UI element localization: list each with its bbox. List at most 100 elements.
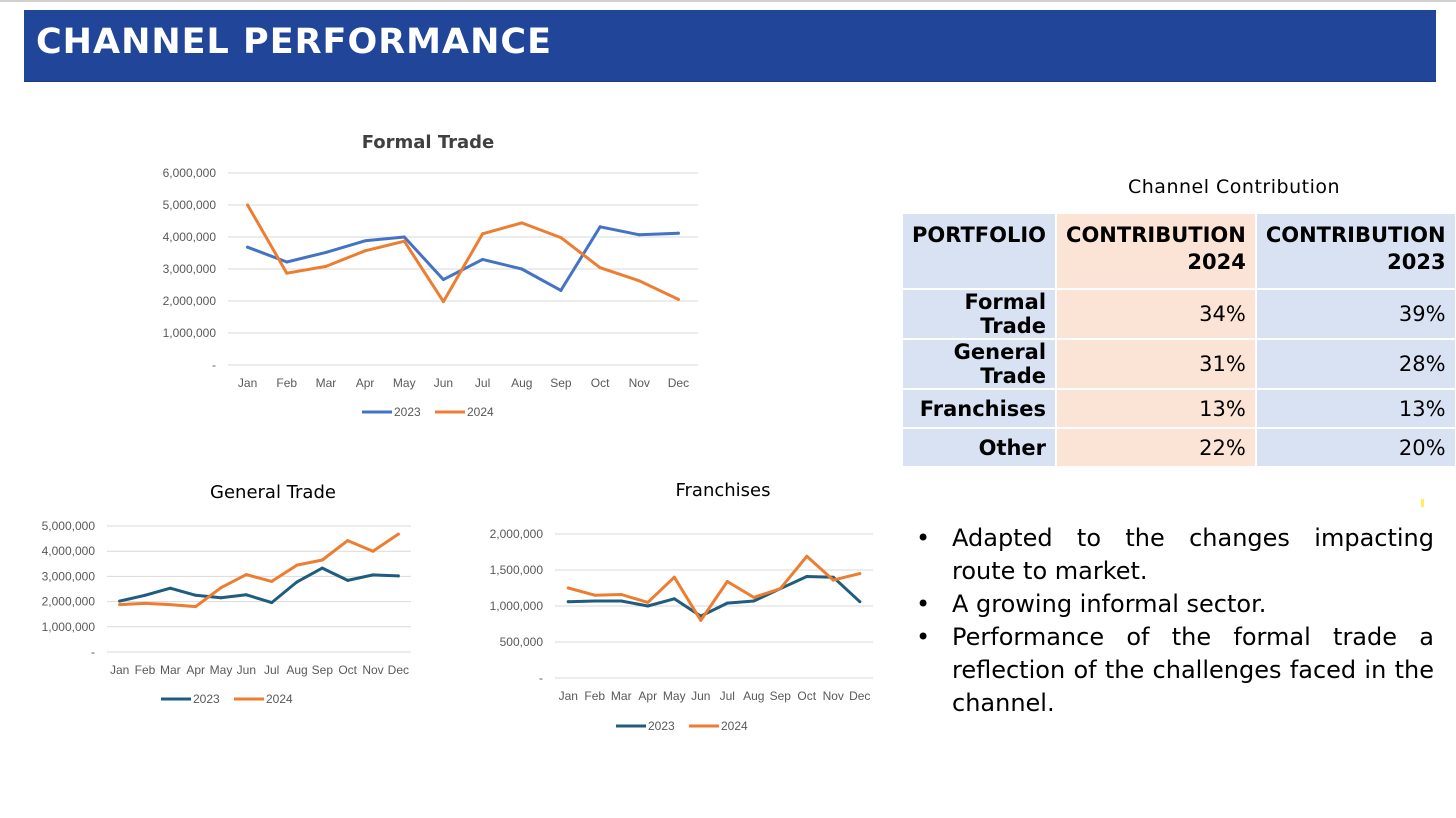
x-tick-label: Sep [550, 376, 572, 390]
table-header-row: PORTFOLIO CONTRIBUTION 2024 CONTRIBUTION… [903, 214, 1455, 288]
data-point-2024 [324, 264, 328, 268]
y-tick-label: 2,000,000 [490, 527, 544, 541]
table-row: Franchises 13% 13% [903, 390, 1455, 427]
y-tick-label: 2,000,000 [42, 595, 96, 609]
header-2023-line2: 2023 [1387, 250, 1446, 274]
title-banner: CHANNEL PERFORMANCE [24, 10, 1436, 82]
x-tick-label: Mar [611, 689, 632, 703]
data-point-2023 [520, 267, 524, 271]
row-value-2024: 31% [1057, 340, 1255, 388]
x-tick-label: Feb [584, 689, 605, 703]
series-line-2024 [566, 554, 862, 622]
data-point-2023 [598, 225, 602, 229]
data-point-2023 [324, 250, 328, 254]
x-tick-label: Jul [475, 376, 490, 390]
y-tick-label: - [212, 358, 216, 372]
data-point-2023 [725, 601, 729, 605]
x-tick-label: Aug [511, 376, 532, 390]
data-point-2023 [295, 580, 299, 584]
series-line-2023 [246, 225, 680, 292]
contribution-table: PORTFOLIO CONTRIBUTION 2024 CONTRIBUTION… [901, 212, 1456, 468]
data-point-2024 [593, 593, 597, 597]
legend-label-2024: 2024 [266, 692, 293, 706]
data-point-2023 [858, 600, 862, 604]
data-point-2024 [725, 580, 729, 584]
data-point-2024 [371, 549, 375, 553]
data-point-2024 [858, 572, 862, 576]
row-label: Franchises [903, 390, 1056, 427]
page-title: CHANNEL PERFORMANCE [36, 22, 552, 62]
data-point-2023 [637, 233, 641, 237]
row-value-2024: 13% [1057, 390, 1255, 427]
chart-title: General Trade [210, 482, 336, 503]
x-tick-label: Sep [312, 663, 334, 677]
data-point-2023 [143, 593, 147, 597]
data-point-2023 [752, 599, 756, 603]
table-row: Formal Trade 34% 39% [903, 290, 1455, 338]
y-tick-label: 3,000,000 [42, 569, 96, 583]
y-tick-label: 5,000,000 [163, 198, 217, 212]
data-point-2024 [118, 603, 122, 607]
x-tick-label: Feb [135, 663, 156, 677]
x-tick-label: Aug [286, 663, 307, 677]
x-tick-label: Nov [823, 689, 844, 703]
data-point-2023 [285, 260, 289, 264]
data-point-2023 [194, 593, 198, 597]
bullet-item: • Performance of the formal trade a refle… [916, 621, 1434, 720]
x-tick-label: Jan [238, 376, 257, 390]
bullet-text: Adapted to the changes impacting route t… [952, 524, 1434, 585]
bullet-item: • A growing informal sector. [916, 588, 1434, 621]
data-point-2023 [118, 599, 122, 603]
series-line-2023 [118, 566, 400, 605]
y-tick-label: 500,000 [500, 635, 544, 649]
x-tick-label: Oct [591, 376, 610, 390]
row-value-2023: 13% [1256, 390, 1455, 427]
legend-label-2023: 2023 [648, 719, 675, 733]
data-point-2024 [143, 601, 147, 605]
x-tick-label: May [393, 376, 416, 390]
legend-label-2023: 2023 [193, 692, 220, 706]
data-point-2023 [646, 604, 650, 608]
data-point-2024 [520, 221, 524, 225]
legend-label-2023: 2023 [394, 405, 421, 419]
header-2024-line2: 2024 [1187, 250, 1246, 274]
x-tick-label: Apr [356, 376, 375, 390]
series-line-2024 [118, 532, 400, 609]
data-point-2023 [481, 257, 485, 261]
x-tick-label: Dec [388, 663, 409, 677]
bullet-dot: • [916, 590, 931, 618]
data-point-2024 [441, 300, 445, 304]
y-tick-label: 4,000,000 [42, 544, 96, 558]
formal-trade-chart: Formal Trade - 1,000,000 2,000,000 3,000,000… [163, 132, 698, 419]
data-point-2023 [371, 573, 375, 577]
x-tick-label: Dec [668, 376, 689, 390]
header-contribution-2024: CONTRIBUTION 2024 [1057, 214, 1255, 288]
data-point-2024 [778, 587, 782, 591]
x-tick-label: Nov [362, 663, 383, 677]
header-portfolio: PORTFOLIO [903, 214, 1056, 288]
x-tick-label: Mar [316, 376, 337, 390]
x-tick-label: Apr [186, 663, 205, 677]
y-tick-label: 4,000,000 [163, 230, 217, 244]
x-tick-label: Mar [160, 663, 181, 677]
data-point-2023 [219, 596, 223, 600]
x-tick-label: Aug [743, 689, 764, 703]
data-point-2024 [566, 586, 570, 590]
data-point-2024 [396, 532, 400, 536]
table-row: Other 22% 20% [903, 429, 1455, 466]
y-tick-label: - [539, 671, 543, 685]
top-rule [0, 0, 1456, 2]
x-tick-label: Nov [629, 376, 650, 390]
y-tick-label: 3,000,000 [163, 262, 217, 276]
data-point-2024 [194, 605, 198, 609]
data-point-2024 [646, 600, 650, 604]
legend-label-2024: 2024 [721, 719, 748, 733]
y-tick-label: - [91, 645, 95, 659]
data-point-2024 [805, 554, 809, 558]
legend-label-2024: 2024 [467, 405, 494, 419]
data-point-2024 [752, 595, 756, 599]
x-tick-label: Oct [338, 663, 357, 677]
row-label: General Trade [903, 340, 1056, 388]
x-tick-label: Dec [849, 689, 870, 703]
chart-title: Formal Trade [362, 132, 495, 153]
